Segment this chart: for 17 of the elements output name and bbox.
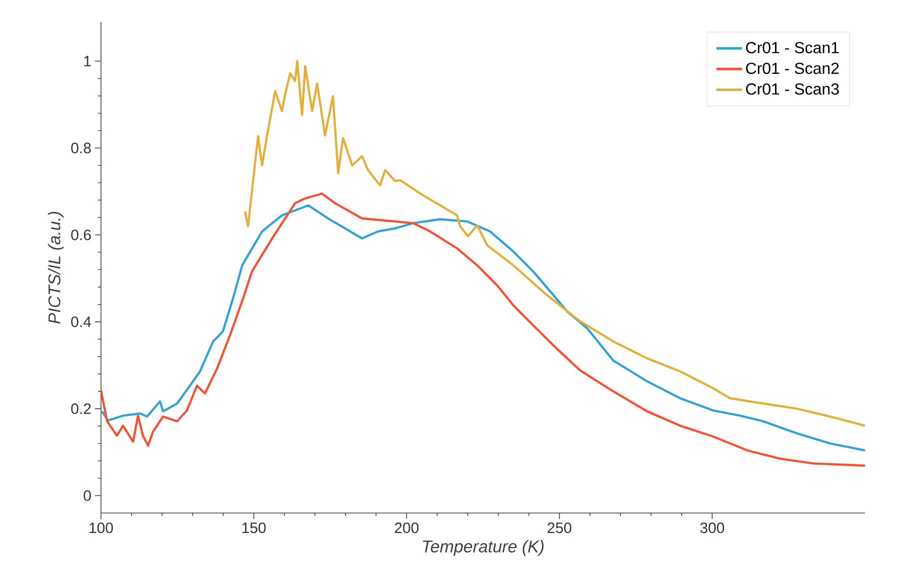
legend-label: Cr01 - Scan3 [746,83,839,95]
x-axis-title: Temperature (K) [422,540,544,556]
y-tick-label: 0.4 [71,316,92,328]
x-tick-label: 100 [90,522,113,534]
x-tick-label: 250 [548,522,572,534]
x-tick-label: 300 [700,522,724,534]
legend-label: Cr01 - Scan1 [746,42,839,54]
y-tick-label: 0.6 [71,230,91,240]
x-tick-label: 150 [242,522,266,534]
y-tick-label: 0 [84,490,91,501]
legend-label: Cr01 - Scan2 [746,62,839,74]
y-tick-label: 0.8 [71,142,91,154]
x-tick-label: 200 [394,522,419,534]
y-tick-label: 0.2 [71,403,91,414]
y-tick-label: 1 [84,56,91,66]
y-axis-title: PICTS/IL (a.u.) [48,212,64,324]
line-series [244,60,865,427]
